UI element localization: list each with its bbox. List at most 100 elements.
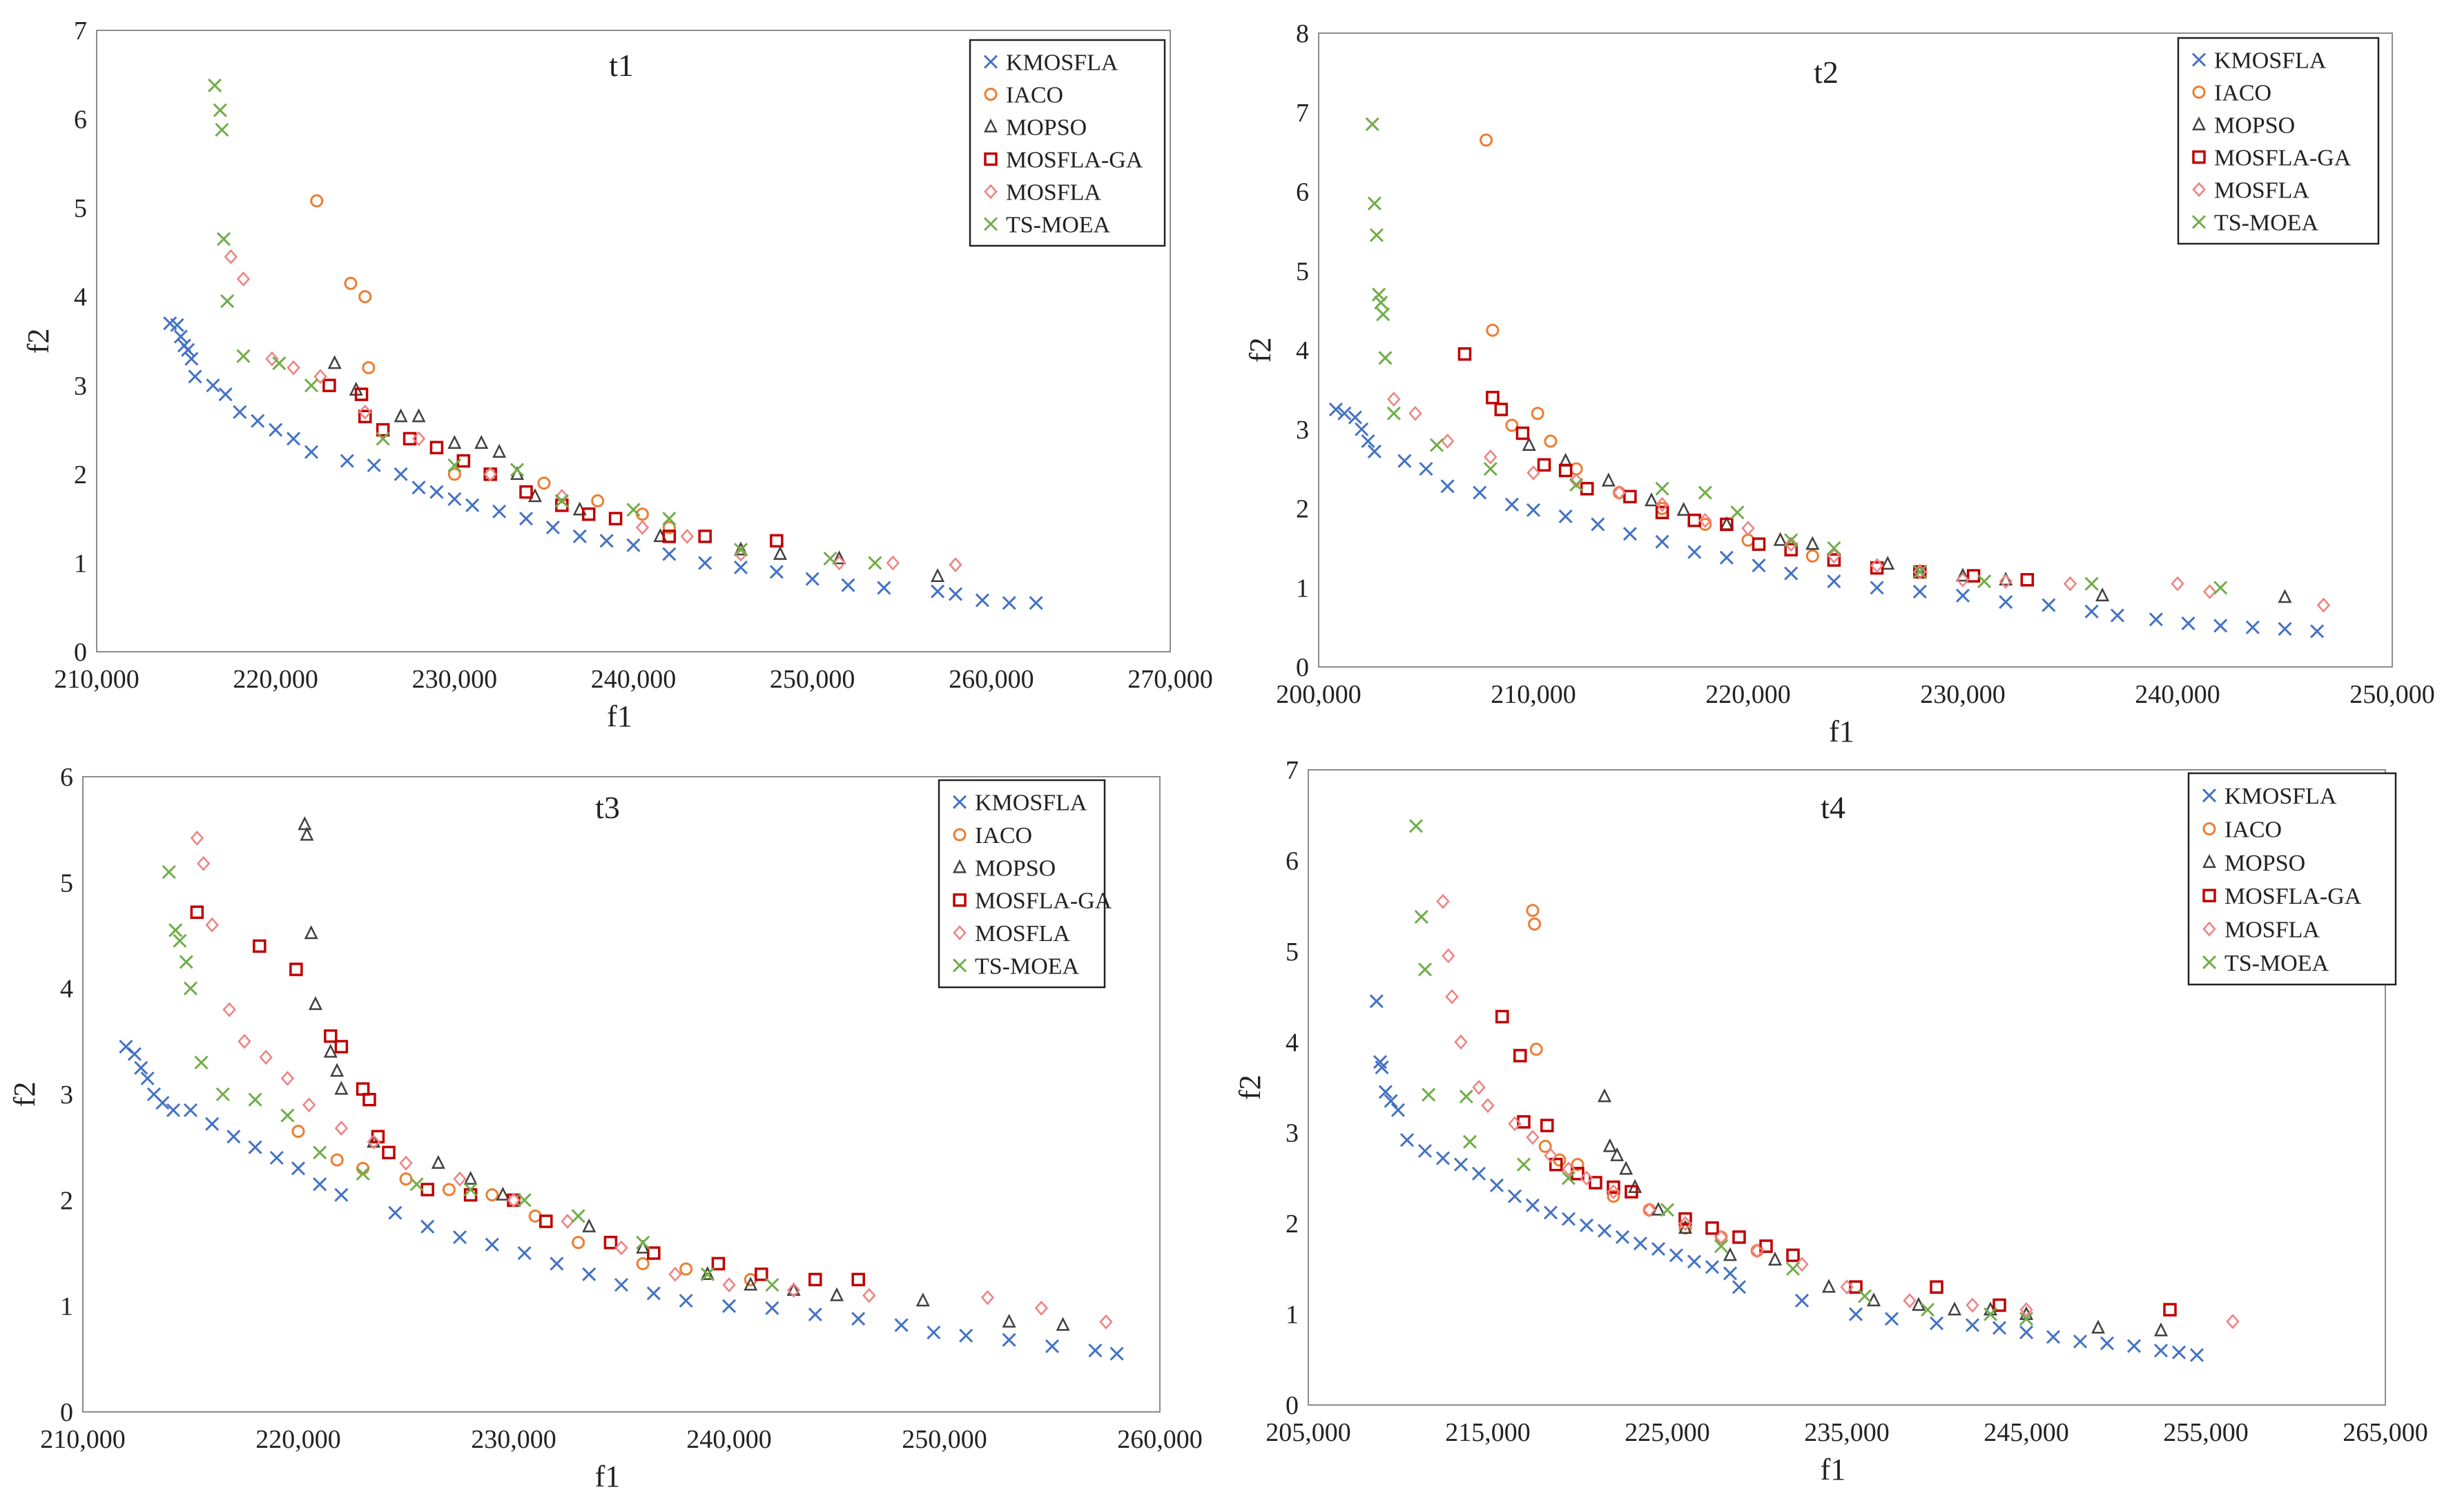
data-point bbox=[1625, 1185, 1638, 1199]
data-point bbox=[2213, 619, 2228, 633]
legend-label: IACO bbox=[2214, 81, 2271, 106]
legend-label: MOSFLA-GA bbox=[1006, 148, 1143, 173]
data-point bbox=[851, 1312, 866, 1326]
chart-title: t3 bbox=[595, 790, 620, 825]
x-tick-label: 220,000 bbox=[255, 1425, 341, 1454]
series-mosfla bbox=[190, 831, 1113, 1330]
legend-marker bbox=[953, 828, 967, 842]
y-tick-label: 1 bbox=[74, 549, 87, 578]
data-point bbox=[1784, 566, 1798, 581]
data-point bbox=[1698, 485, 1712, 500]
y-tick-label: 1 bbox=[1296, 574, 1309, 603]
data-point bbox=[162, 864, 176, 880]
chart-title: t1 bbox=[609, 48, 634, 83]
x-tick-label: 200,000 bbox=[1276, 680, 1361, 709]
data-point bbox=[1741, 533, 1755, 547]
data-point bbox=[662, 512, 677, 526]
data-point bbox=[1088, 1344, 1103, 1358]
series-ts-moea bbox=[162, 864, 779, 1292]
data-point bbox=[1870, 558, 1884, 574]
data-point bbox=[1912, 584, 1927, 599]
legend-marker bbox=[983, 55, 998, 69]
data-point bbox=[2278, 621, 2292, 636]
y-tick-label: 7 bbox=[1286, 756, 1299, 785]
y-tick-label: 6 bbox=[1296, 178, 1309, 207]
data-point bbox=[2316, 597, 2331, 613]
data-point bbox=[572, 1236, 585, 1250]
legend-marker bbox=[2191, 116, 2207, 130]
legend-label: MOSFLA-GA bbox=[2224, 884, 2362, 909]
data-point bbox=[313, 1145, 327, 1160]
data-point bbox=[851, 1272, 865, 1287]
data-point bbox=[194, 1055, 209, 1070]
data-point bbox=[206, 378, 220, 393]
data-point bbox=[2149, 612, 2163, 627]
data-point bbox=[354, 387, 369, 401]
data-point bbox=[237, 1034, 251, 1049]
data-point bbox=[1543, 1205, 1558, 1220]
data-point bbox=[367, 1134, 380, 1150]
data-point bbox=[1857, 1289, 1872, 1303]
data-point bbox=[474, 435, 489, 449]
data-point bbox=[334, 1080, 349, 1095]
data-point bbox=[220, 294, 235, 309]
x-axis-label: f1 bbox=[595, 1460, 621, 1493]
data-point bbox=[1579, 1218, 1594, 1232]
data-point bbox=[975, 593, 989, 608]
data-point bbox=[765, 1301, 779, 1315]
data-point bbox=[626, 538, 641, 552]
data-point bbox=[1698, 517, 1712, 531]
x-tick-label: 250,000 bbox=[770, 665, 855, 694]
data-point bbox=[1752, 559, 1766, 573]
data-point bbox=[1526, 503, 1541, 517]
data-point bbox=[362, 1092, 376, 1107]
data-point bbox=[1531, 407, 1544, 420]
x-tick-label: 240,000 bbox=[591, 665, 677, 694]
data-point bbox=[188, 369, 202, 384]
y-tick-label: 3 bbox=[74, 371, 87, 400]
data-point bbox=[2019, 1312, 2034, 1326]
data-point bbox=[1656, 502, 1669, 515]
x-tick-label: 230,000 bbox=[471, 1425, 556, 1454]
data-point bbox=[2095, 587, 2110, 601]
legend-marker bbox=[2202, 822, 2216, 835]
data-point bbox=[2020, 573, 2035, 587]
data-point bbox=[382, 1145, 396, 1160]
data-point bbox=[537, 476, 551, 490]
data-point bbox=[183, 981, 198, 996]
legend-box bbox=[938, 779, 1106, 989]
data-point bbox=[1374, 295, 1388, 310]
data-point bbox=[1607, 1184, 1620, 1200]
y-tick-label: 2 bbox=[74, 461, 87, 490]
data-point bbox=[236, 271, 251, 287]
data-point bbox=[868, 556, 882, 570]
data-point bbox=[259, 1049, 273, 1065]
data-point bbox=[1741, 521, 1755, 536]
data-point bbox=[1752, 537, 1766, 551]
data-point bbox=[2310, 624, 2325, 639]
y-axis-label: f2 bbox=[21, 329, 55, 354]
data-point bbox=[1870, 561, 1884, 575]
data-point bbox=[1687, 513, 1701, 527]
data-point bbox=[213, 103, 227, 117]
data-point bbox=[291, 1125, 305, 1138]
data-point bbox=[1328, 403, 1343, 417]
data-point bbox=[287, 432, 301, 446]
data-point bbox=[340, 454, 354, 468]
data-point bbox=[330, 1063, 345, 1077]
data-point bbox=[1642, 1202, 1656, 1218]
data-point bbox=[1494, 403, 1509, 416]
data-point bbox=[2091, 1319, 2106, 1334]
plot-area bbox=[1308, 769, 2386, 1406]
legend-box bbox=[2187, 772, 2397, 986]
data-point bbox=[168, 923, 183, 938]
data-point bbox=[190, 905, 204, 920]
x-tick-label: 240,000 bbox=[686, 1425, 772, 1454]
series-iaco bbox=[310, 194, 676, 534]
data-point bbox=[510, 463, 525, 477]
data-point bbox=[1484, 449, 1497, 465]
data-point bbox=[572, 529, 587, 543]
data-point bbox=[1848, 1307, 1863, 1321]
data-point bbox=[1440, 479, 1455, 494]
data-point bbox=[1884, 1312, 1899, 1326]
